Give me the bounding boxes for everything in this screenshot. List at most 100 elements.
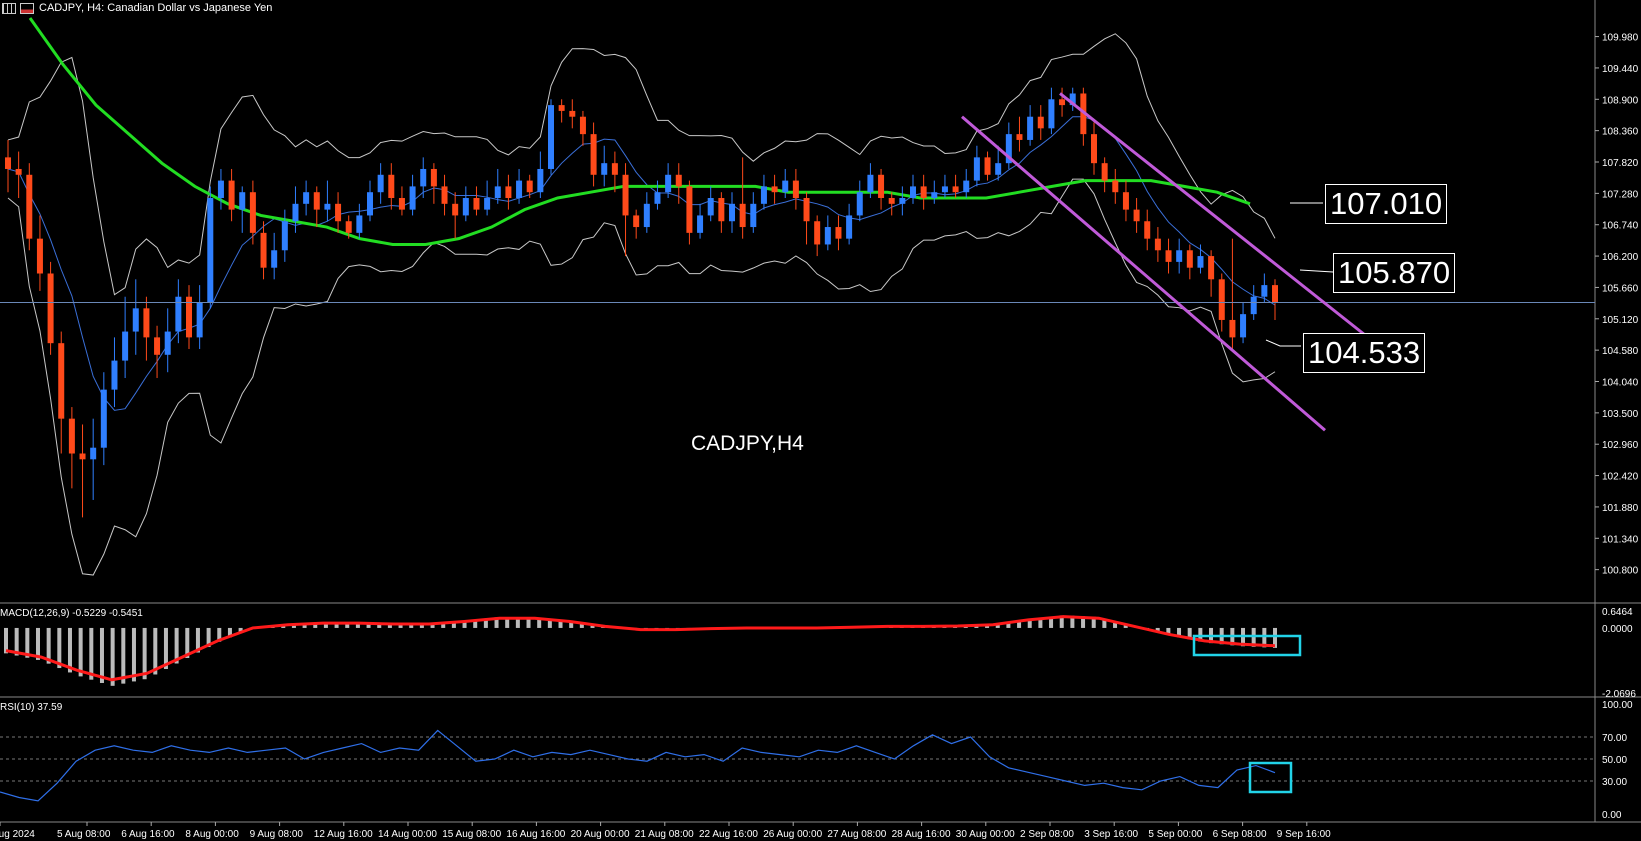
rsi-tick-label: 100.00 <box>1602 700 1633 711</box>
macd-bar <box>451 621 456 628</box>
price-tick-label: 102.960 <box>1602 440 1639 451</box>
macd-bar <box>206 627 211 648</box>
macd-bar <box>1166 627 1171 635</box>
candle-body <box>1069 93 1076 106</box>
macd-bar <box>494 617 499 628</box>
candle-body <box>516 180 523 199</box>
chart-type-icon[interactable] <box>20 2 34 14</box>
candle-body <box>803 198 810 222</box>
chart-title-bar: CADJPY, H4: Canadian Dollar vs Japanese … <box>0 0 272 16</box>
macd-bar <box>1006 621 1011 628</box>
macd-tick-label: -2.0696 <box>1602 689 1636 700</box>
candle-body <box>1186 250 1193 268</box>
candle-body <box>654 192 661 204</box>
channel-upper-line <box>1059 92 1369 339</box>
macd-bar <box>579 622 584 628</box>
price-tick-label: 109.980 <box>1602 33 1639 44</box>
time-tick-label: 9 Aug 08:00 <box>250 829 304 840</box>
candle-body <box>122 331 129 361</box>
candle-body <box>1229 319 1236 338</box>
ma-fast-line <box>7 116 1276 411</box>
candle-body <box>665 174 672 193</box>
bollinger-upper <box>7 33 1276 296</box>
candle-body <box>867 174 874 193</box>
candle-body <box>835 227 842 239</box>
candle-body <box>143 308 150 338</box>
macd-bar <box>4 627 8 654</box>
price-tick-label: 107.280 <box>1602 189 1639 200</box>
macd-bar <box>1017 620 1022 628</box>
price-tick-label: 107.820 <box>1602 158 1639 169</box>
candle-body <box>367 192 373 216</box>
candle-body <box>526 180 533 193</box>
macd-bar <box>515 617 520 628</box>
macd-bar <box>1070 615 1075 628</box>
macd-bar <box>185 627 190 659</box>
macd-bar <box>1049 616 1054 628</box>
macd-bar <box>1059 615 1064 628</box>
macd-bar <box>1102 618 1107 628</box>
candle-body <box>1197 256 1204 268</box>
candle-body <box>1240 314 1247 338</box>
price-tick-label: 108.900 <box>1602 95 1639 106</box>
candle-body <box>345 221 352 233</box>
candle-body <box>995 163 1002 175</box>
macd-signal-line <box>5 615 1276 682</box>
candle-body <box>58 343 65 419</box>
macd-bar <box>409 623 414 628</box>
candle-body <box>899 198 906 204</box>
price-tick-label: 106.740 <box>1602 221 1639 232</box>
candle-body <box>473 198 480 210</box>
macd-bar <box>558 619 563 628</box>
price-tag-105870: 105.870 <box>1333 253 1456 293</box>
macd-bar <box>174 627 179 664</box>
price-tag-104533: 104.533 <box>1303 333 1426 373</box>
price-tick-label: 101.880 <box>1602 503 1639 514</box>
candle-body <box>814 221 821 245</box>
rsi-tick-label: 0.00 <box>1602 810 1622 821</box>
candle-body <box>569 110 576 117</box>
chart-grid-icon[interactable] <box>2 2 16 14</box>
candle-body <box>1250 296 1257 315</box>
macd-bar <box>1081 616 1086 628</box>
price-tick-label: 102.420 <box>1602 472 1639 483</box>
candle-body <box>729 203 735 222</box>
candle-body <box>910 186 916 199</box>
candle-body <box>217 180 224 199</box>
macd-bar <box>377 623 382 628</box>
macd-bar <box>89 627 94 680</box>
candle-body <box>1154 238 1161 251</box>
macd-bar <box>366 622 371 628</box>
macd-bar <box>142 627 147 680</box>
rsi-tick-label: 50.00 <box>1602 755 1627 766</box>
macd-bar <box>355 622 360 628</box>
time-tick-label: 6 Sep 08:00 <box>1213 829 1267 840</box>
time-tick-label: 5 Aug 08:00 <box>57 829 111 840</box>
candle-body <box>239 192 246 210</box>
candle-body <box>505 186 512 199</box>
candle-body <box>643 203 650 228</box>
candle-body <box>611 163 618 175</box>
time-tick-label: 5 Sep 00:00 <box>1148 829 1202 840</box>
candle-body <box>846 215 853 239</box>
macd-highlight-box <box>1192 634 1302 657</box>
macd-bar <box>302 623 307 628</box>
candle-body <box>984 157 991 175</box>
candle-body <box>441 186 448 204</box>
candle-body <box>952 186 959 193</box>
rsi-tick-label: 70.00 <box>1602 733 1627 744</box>
macd-bar <box>537 617 542 628</box>
macd-bar <box>323 622 328 628</box>
time-tick-label: 21 Aug 08:00 <box>635 829 694 840</box>
candle-body <box>963 180 970 193</box>
macd-bar <box>163 627 168 669</box>
rsi-tick-label: 30.00 <box>1602 777 1627 788</box>
macd-bar <box>419 623 424 628</box>
macd-bar <box>227 627 232 638</box>
channel-lower-line <box>961 115 1326 432</box>
macd-bar <box>121 627 126 684</box>
macd-bar <box>131 627 136 682</box>
candle-body <box>771 186 778 193</box>
